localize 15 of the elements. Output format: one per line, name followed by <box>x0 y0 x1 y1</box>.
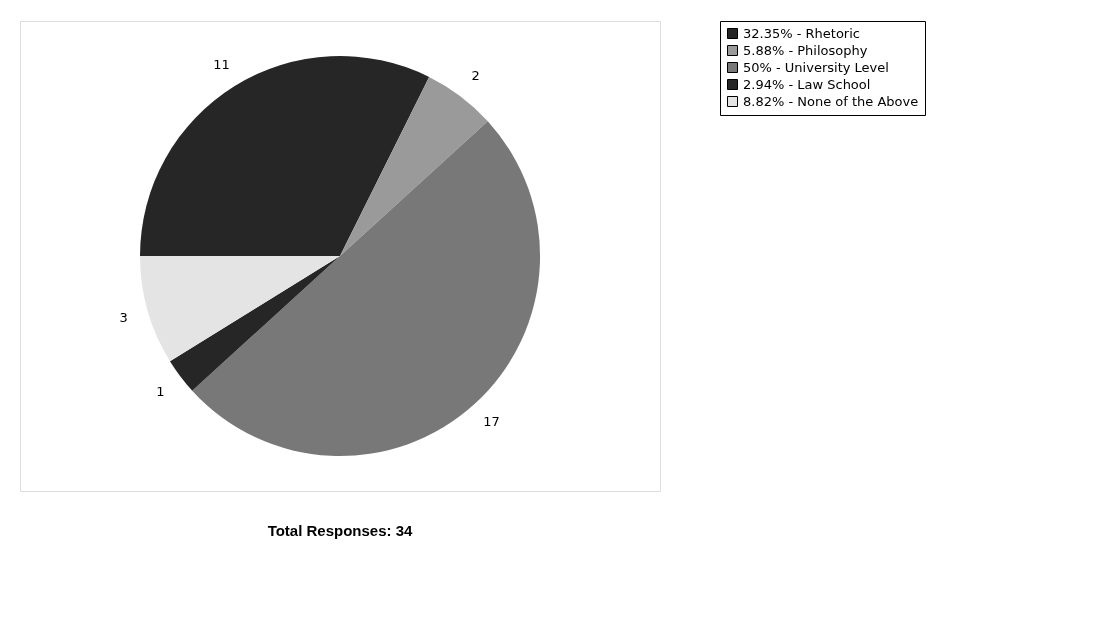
text: Total Responses: 34 <box>267 522 414 539</box>
data-label: 11 <box>213 56 230 72</box>
legend-label: 50% - University Level <box>743 59 889 75</box>
legend-label: 32.35% - Rhetoric <box>743 25 860 41</box>
data-label: 17 <box>483 414 500 430</box>
data-label: 3 <box>119 309 128 325</box>
pie-slice <box>140 56 430 256</box>
pie-slice <box>140 256 340 362</box>
legend-label: 8.82% - None of the Above <box>743 93 919 109</box>
data-label: 1 <box>156 383 165 399</box>
data-label: 2 <box>471 68 480 84</box>
pie-slice <box>169 256 340 391</box>
legend-label: 2.94% - Law School <box>743 76 871 92</box>
pie-slice <box>192 121 540 456</box>
legend-label: 5.88% - Philosophy <box>743 42 868 58</box>
